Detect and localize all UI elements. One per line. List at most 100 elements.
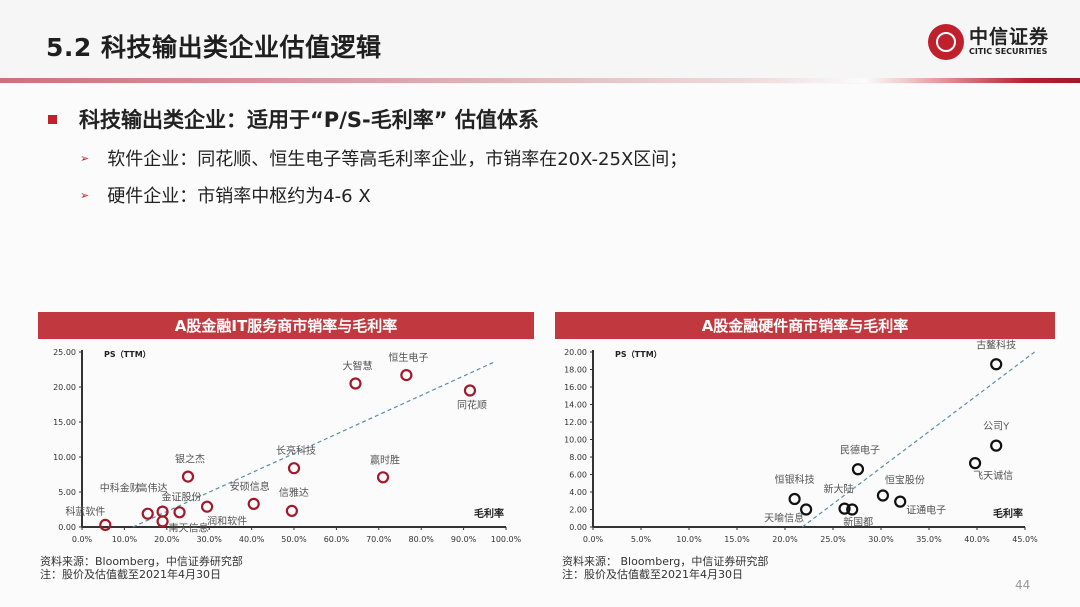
y-tick-label: 2.00 bbox=[569, 506, 587, 515]
y-tick-label: 15.00 bbox=[53, 418, 76, 427]
sub-bullet-software: ➢ 软件企业：同花顺、恒生电子等高毛利率企业，市销率在20X-25X区间； bbox=[80, 145, 687, 171]
data-point-label: 安硕信息 bbox=[230, 480, 270, 493]
y-tick-label: 14.00 bbox=[564, 401, 587, 410]
x-tick-label: 40.0% bbox=[964, 535, 990, 544]
x-tick-label: 45.0% bbox=[1012, 535, 1038, 544]
data-point-marker bbox=[99, 518, 112, 531]
y-tick-label: 12.00 bbox=[564, 418, 587, 427]
data-point-label: 赢时胜 bbox=[370, 453, 400, 466]
data-point-marker bbox=[181, 470, 195, 483]
y-tick-label: 5.00 bbox=[58, 488, 76, 497]
data-point-marker bbox=[838, 502, 851, 515]
page-number: 44 bbox=[1015, 578, 1031, 592]
y-tick-label: 16.00 bbox=[564, 383, 587, 392]
sub-bullet-hardware: ➢ 硬件企业：市销率中枢约为4-6 X bbox=[80, 182, 371, 208]
data-point-marker bbox=[990, 439, 1003, 452]
x-tick-label: 25.0% bbox=[820, 535, 846, 544]
x-tick-label: 40.0% bbox=[239, 535, 265, 544]
data-point-label: 中科金财 bbox=[100, 482, 140, 495]
x-tick-label: 60.0% bbox=[324, 535, 350, 544]
arrow-bullet-icon: ➢ bbox=[80, 151, 90, 165]
square-bullet-icon bbox=[48, 114, 57, 124]
date-note: 注：股价及估值截至2021年4月30日 bbox=[562, 568, 743, 581]
trendline bbox=[132, 361, 494, 528]
y-tick-label: 4.00 bbox=[569, 488, 587, 497]
citic-logo: 中信证券 CITIC SECURITIES bbox=[928, 22, 1049, 62]
data-point-label: 高伟达 bbox=[138, 482, 168, 495]
data-point-marker bbox=[285, 504, 298, 517]
data-point-label: 同花顺 bbox=[457, 399, 487, 412]
y-tick-label: 10.00 bbox=[53, 453, 76, 462]
logo-english-text: CITIC SECURITIES bbox=[969, 47, 1048, 56]
data-point-marker bbox=[156, 515, 169, 528]
x-tick-label: 10.0% bbox=[676, 535, 702, 544]
data-point-label: 长亮科技 bbox=[276, 444, 316, 457]
data-point-label: 恒生电子 bbox=[388, 351, 428, 364]
data-point-marker bbox=[800, 503, 813, 516]
data-point-label: 科蓝软件 bbox=[65, 505, 105, 518]
data-point-marker bbox=[376, 471, 390, 484]
header-divider bbox=[0, 78, 1080, 83]
data-point-label: 大智慧 bbox=[342, 360, 372, 373]
data-point-label: 民德电子 bbox=[840, 443, 880, 456]
x-tick-label: 100.0% bbox=[491, 535, 522, 544]
x-tick-label: 0.0% bbox=[583, 535, 604, 544]
data-point-marker bbox=[876, 489, 890, 502]
data-point-label: 恒银科技 bbox=[775, 473, 815, 486]
data-point-marker bbox=[990, 358, 1003, 371]
logo-chinese-text: 中信证券 bbox=[969, 26, 1050, 48]
y-tick-label: 8.00 bbox=[569, 453, 587, 462]
left-footnote: 资料来源：Bloomberg，中信证券研究部 注：股价及估值截至2021年4月3… bbox=[40, 555, 243, 581]
x-tick-label: 15.0% bbox=[724, 535, 750, 544]
sub-bullet-text: 软件企业：同花顺、恒生电子等高毛利率企业，市销率在20X-25X区间； bbox=[107, 149, 688, 170]
x-axis-title: 毛利率 bbox=[993, 507, 1023, 520]
data-point-marker bbox=[349, 377, 362, 390]
data-point-label: 证通电子 bbox=[906, 504, 946, 517]
right-scatter-chart: 0.00 2.00 4.00 6.00 8.00 10.00 12.00 14.00 16.00… bbox=[564, 339, 1038, 544]
x-tick-label: 5.0% bbox=[631, 535, 652, 544]
data-point-label: 信雅达 bbox=[279, 486, 309, 499]
x-tick-label: 70.0% bbox=[366, 535, 392, 544]
x-tick-label: 30.0% bbox=[868, 535, 894, 544]
data-point-label: 银之杰 bbox=[175, 453, 205, 466]
left-scatter-chart: 0.00 5.00 10.00 15.00 20.00 25.00 0.0% 10.0% 20.… bbox=[53, 348, 522, 544]
y-tick-label: 6.00 bbox=[569, 471, 587, 480]
data-point-label: 新大陆 bbox=[824, 483, 854, 496]
main-bullet-text: 科技输出类企业：适用于“P/S-毛利率” 估值体系 bbox=[79, 108, 539, 132]
data-point-marker bbox=[287, 462, 301, 475]
x-tick-label: 35.0% bbox=[916, 535, 942, 544]
source-note: 资料来源：Bloomberg，中信证券研究部 bbox=[40, 555, 243, 568]
right-footnote: 资料来源： Bloomberg，中信证券研究部 注：股价及估值截至2021年4月… bbox=[562, 555, 768, 581]
arrow-bullet-icon: ➢ bbox=[80, 188, 90, 202]
main-bullet: 科技输出类企业：适用于“P/S-毛利率” 估值体系 bbox=[48, 104, 539, 134]
data-point-label: 公司Y bbox=[983, 422, 1010, 433]
slide-header: 5.2 科技输出类企业估值逻辑 中信证券 CITIC SECURITIES bbox=[0, 0, 1080, 84]
data-point-marker bbox=[846, 503, 859, 516]
right-chart-title: A股金融硬件商市销率与毛利率 bbox=[555, 312, 1055, 339]
y-tick-label: 0.00 bbox=[58, 523, 76, 532]
data-point-label: 恒宝股份 bbox=[885, 474, 925, 487]
y-axis-title: PS（TTM） bbox=[104, 349, 151, 359]
x-tick-label: 10.0% bbox=[112, 535, 138, 544]
data-point-label: 飞天诚信 bbox=[973, 470, 1013, 482]
data-point-marker bbox=[851, 463, 865, 476]
data-point-marker bbox=[247, 497, 260, 510]
x-tick-label: 0.0% bbox=[72, 535, 93, 544]
y-tick-label: 20.00 bbox=[564, 348, 587, 357]
data-point-marker bbox=[141, 507, 154, 520]
data-point-marker bbox=[463, 384, 477, 397]
x-tick-label: 90.0% bbox=[451, 535, 477, 544]
y-tick-label: 20.00 bbox=[53, 383, 76, 392]
data-point-marker bbox=[173, 506, 186, 519]
x-tick-label: 20.0% bbox=[772, 535, 798, 544]
data-point-label: 金证股份 bbox=[162, 490, 202, 503]
source-note: 资料来源： Bloomberg，中信证券研究部 bbox=[562, 555, 769, 568]
data-point-marker bbox=[894, 495, 907, 508]
data-point-marker bbox=[200, 500, 214, 513]
data-point-label: 新国都 bbox=[843, 516, 873, 529]
data-point-label: 天喻信息 bbox=[764, 512, 804, 525]
x-tick-label: 30.0% bbox=[196, 535, 222, 544]
data-point-marker bbox=[400, 368, 413, 382]
x-tick-label: 20.0% bbox=[154, 535, 180, 544]
data-point-marker bbox=[788, 492, 801, 506]
